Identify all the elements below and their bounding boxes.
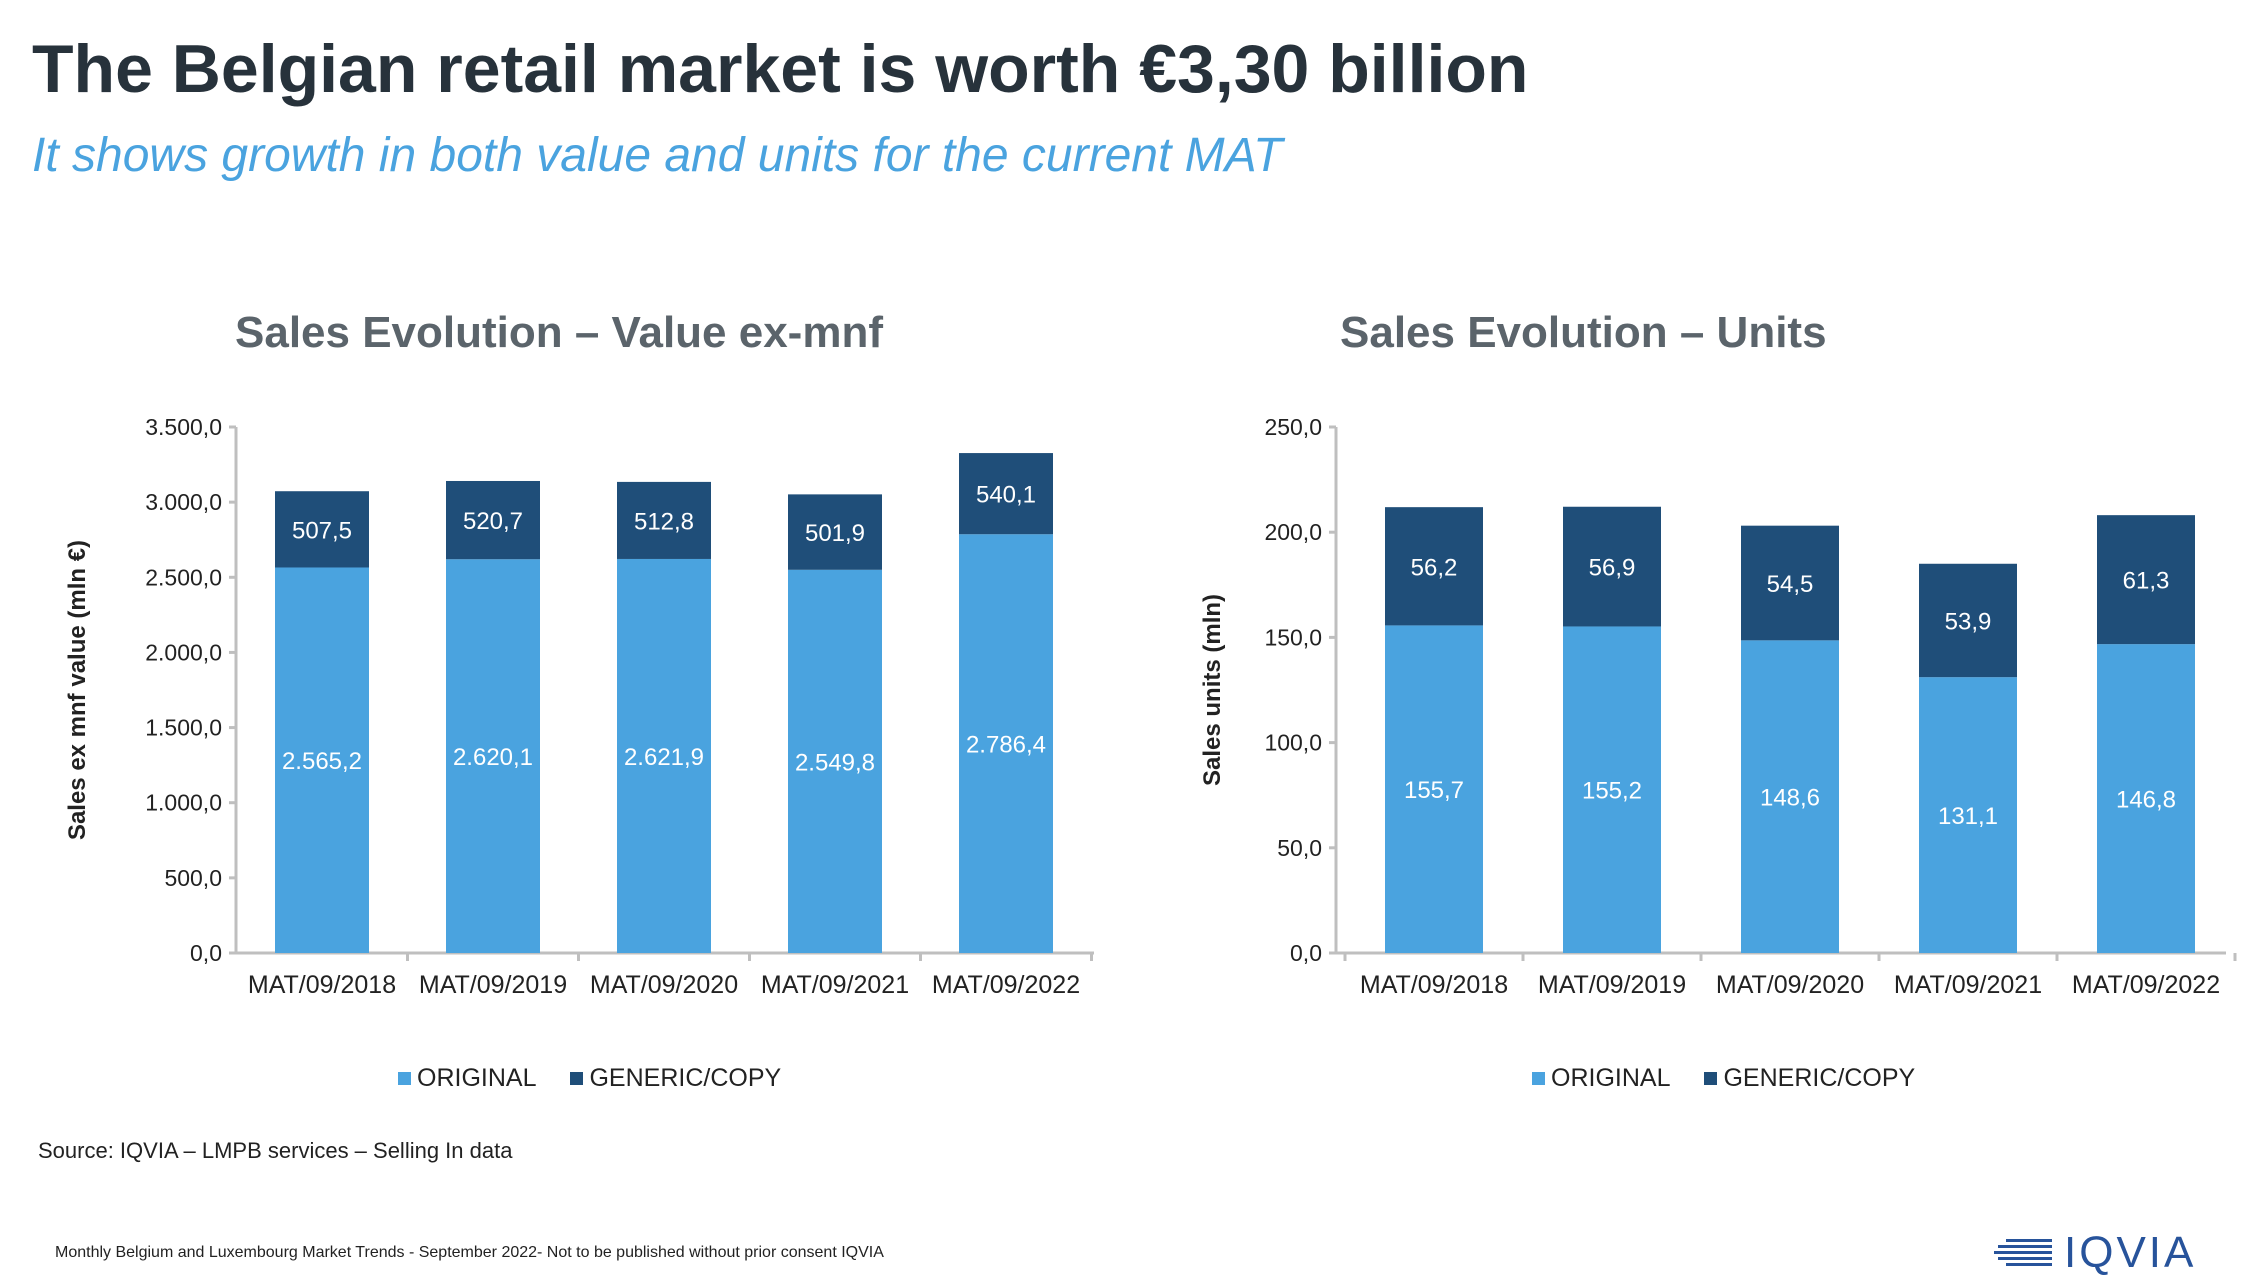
logo-text: IQVIA [2064, 1228, 2197, 1277]
legend-item-generic: GENERIC/COPY [570, 1064, 781, 1093]
units-chart-legend: ORIGINAL GENERIC/COPY [1532, 1064, 1915, 1093]
x-tick-label: MAT/09/2022 [932, 971, 1080, 999]
data-label-original: 131,1 [1938, 803, 1998, 830]
data-label-generic: 520,7 [463, 508, 523, 535]
bar-generic [617, 481, 711, 559]
y-tick-label: 0,0 [1290, 940, 1322, 966]
legend-item-original: ORIGINAL [1532, 1064, 1670, 1093]
data-label-original: 155,7 [1404, 777, 1464, 804]
data-label-generic: 540,1 [976, 482, 1036, 509]
data-label-original: 155,2 [1582, 778, 1642, 805]
y-tick-label: 200,0 [1264, 519, 1322, 545]
bar-generic [1919, 563, 2017, 678]
data-label-generic: 512,8 [634, 508, 694, 535]
x-tick-label: MAT/09/2022 [2072, 971, 2220, 999]
legend-label-original: ORIGINAL [1551, 1064, 1671, 1092]
data-label-original: 2.565,2 [282, 748, 362, 775]
x-tick-label: MAT/09/2020 [590, 971, 738, 999]
data-label-generic: 53,9 [1945, 608, 1992, 635]
bar-original [2097, 644, 2195, 953]
bar-generic [1741, 525, 1839, 641]
data-label-generic: 54,5 [1767, 571, 1814, 598]
bar-original [617, 558, 711, 953]
data-label-original: 2.620,1 [453, 744, 533, 771]
y-tick-label: 250,0 [1264, 414, 1322, 440]
y-axis-label: Sales ex mnf value (mln €) [64, 540, 91, 840]
data-label-original: 148,6 [1760, 785, 1820, 812]
data-label-generic: 56,9 [1589, 555, 1636, 582]
y-tick-label: 1.500,0 [145, 715, 222, 741]
x-tick-label: MAT/09/2018 [248, 971, 396, 999]
legend-label-original: ORIGINAL [417, 1064, 537, 1092]
legend-swatch-original [398, 1072, 411, 1085]
iqvia-logo: IQVIA [1994, 1228, 2196, 1278]
data-label-original: 2.786,4 [966, 732, 1046, 759]
bar-original [1385, 625, 1483, 953]
bar-original [446, 559, 540, 953]
units-chart: Sales units (mln) 0,0 50,0 100,0 150,0 200,0 2… [1199, 414, 2237, 999]
x-tick-label: MAT/09/2019 [419, 971, 567, 999]
bar-generic [275, 491, 369, 568]
y-tick-label: 1.000,0 [145, 790, 222, 816]
page-subtitle: It shows growth in both value and units … [32, 129, 1283, 182]
bar-original [275, 567, 369, 953]
y-tick-label: 2.000,0 [145, 639, 222, 665]
bar-original [1563, 626, 1661, 953]
data-label-original: 2.549,8 [795, 749, 875, 776]
page-title: The Belgian retail market is worth €3,30… [32, 31, 1529, 107]
bar-original [788, 569, 882, 953]
bar-generic [1563, 506, 1661, 627]
bar-generic [959, 453, 1053, 535]
source-note: Source: IQVIA – LMPB services – Selling … [38, 1138, 513, 1163]
bar-original [1741, 640, 1839, 953]
y-tick-label: 3.000,0 [145, 489, 222, 515]
value-chart-legend: ORIGINAL GENERIC/COPY [398, 1064, 781, 1093]
data-label-original: 146,8 [2116, 787, 2176, 814]
chart-title-value: Sales Evolution – Value ex-mnf [235, 308, 883, 357]
footer-note: Monthly Belgium and Luxembourg Market Tr… [55, 1244, 884, 1261]
data-label-generic: 501,9 [805, 520, 865, 547]
value-chart: Sales ex mnf value (mln €) 0,0 500,0 1.000,… [64, 414, 1094, 999]
data-label-generic: 61,3 [2123, 568, 2170, 595]
x-tick-label: MAT/09/2021 [761, 971, 909, 999]
x-tick-label: MAT/09/2019 [1538, 971, 1686, 999]
legend-label-generic: GENERIC/COPY [1723, 1064, 1916, 1092]
chart-title-units: Sales Evolution – Units [1340, 308, 1827, 357]
legend-swatch-generic [1704, 1072, 1718, 1085]
y-tick-label: 50,0 [1277, 835, 1322, 861]
iqvia-lines-icon [1994, 1239, 2052, 1266]
bar-generic [1385, 507, 1483, 626]
legend-swatch-original [1532, 1072, 1545, 1085]
bar-generic [788, 494, 882, 570]
x-tick-label: MAT/09/2020 [1716, 971, 1864, 999]
data-label-original: 2.621,9 [624, 744, 704, 771]
data-label-generic: 507,5 [292, 517, 352, 544]
y-tick-label: 100,0 [1264, 730, 1322, 756]
bar-generic [446, 480, 540, 560]
legend-label-generic: GENERIC/COPY [589, 1064, 782, 1092]
legend-item-generic: GENERIC/COPY [1704, 1064, 1915, 1093]
legend-item-original: ORIGINAL [398, 1064, 536, 1093]
data-label-generic: 56,2 [1411, 554, 1458, 581]
y-tick-label: 0,0 [190, 940, 222, 966]
x-tick-label: MAT/09/2021 [1894, 971, 2042, 999]
bar-original [959, 534, 1053, 953]
y-tick-label: 150,0 [1264, 624, 1322, 650]
y-axis-label: Sales units (mln) [1199, 594, 1226, 786]
y-tick-label: 500,0 [164, 865, 222, 891]
bar-original [1919, 677, 2017, 953]
bar-generic [2097, 515, 2195, 645]
y-tick-label: 3.500,0 [145, 414, 222, 440]
x-tick-label: MAT/09/2018 [1360, 971, 1508, 999]
y-tick-label: 2.500,0 [145, 564, 222, 590]
legend-swatch-generic [570, 1072, 584, 1085]
